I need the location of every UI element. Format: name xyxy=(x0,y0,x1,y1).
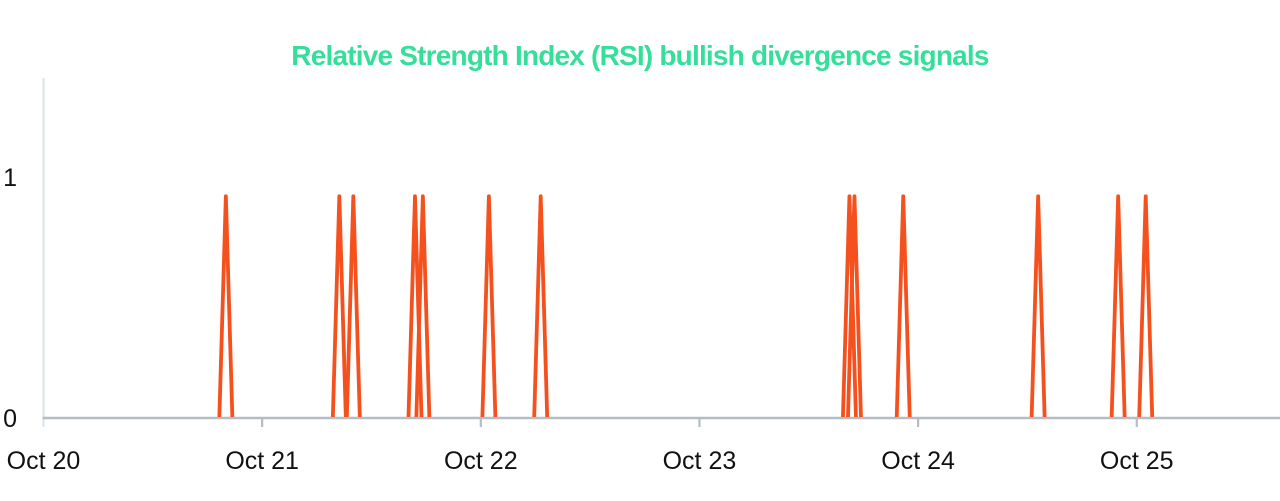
signal-spike xyxy=(344,194,362,418)
signal-spike xyxy=(217,194,235,418)
x-tick-label: Oct 20 xyxy=(7,447,81,475)
x-tick-label: Oct 24 xyxy=(881,447,955,475)
signal-spike xyxy=(480,194,498,418)
signal-spike xyxy=(414,194,432,418)
signal-spike xyxy=(532,194,550,418)
x-tick-label: Oct 25 xyxy=(1100,447,1174,475)
signal-spike xyxy=(330,194,348,418)
y-tick-label: 0 xyxy=(3,405,17,433)
signal-spike xyxy=(1029,194,1047,418)
x-tick-label: Oct 23 xyxy=(663,447,737,475)
signal-spike xyxy=(846,194,863,418)
x-tick-label: Oct 22 xyxy=(444,447,518,475)
signal-spike xyxy=(894,194,912,418)
signal-spike xyxy=(841,194,858,418)
y-tick-label: 1 xyxy=(3,164,17,192)
signal-spike xyxy=(1109,194,1127,418)
x-tick-label: Oct 21 xyxy=(225,447,299,475)
signal-spike xyxy=(1137,194,1155,418)
chart-title: Relative Strength Index (RSI) bullish di… xyxy=(291,40,989,71)
